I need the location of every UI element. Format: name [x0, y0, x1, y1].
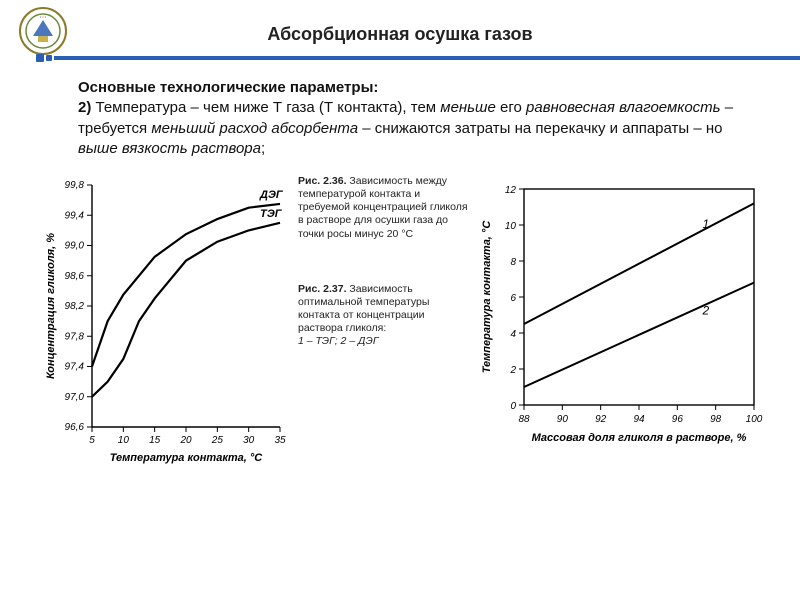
svg-text:99,8: 99,8	[65, 180, 85, 191]
svg-text:97,8: 97,8	[65, 331, 85, 342]
svg-text:Массовая доля гликоля в раство: Массовая доля гликоля в растворе, %	[532, 432, 747, 444]
body-paragraph: Основные технологические параметры: 2) Т…	[0, 60, 800, 169]
svg-text:30: 30	[243, 435, 255, 446]
svg-text:Температура контакта, °C: Температура контакта, °C	[110, 452, 264, 464]
svg-text:99,0: 99,0	[65, 241, 85, 252]
svg-text:10: 10	[118, 435, 130, 446]
svg-text:12: 12	[505, 185, 517, 196]
svg-text:96: 96	[672, 414, 684, 425]
svg-text:Концентрация гликоля, %: Концентрация гликоля, %	[45, 233, 57, 379]
svg-text:99,4: 99,4	[65, 210, 85, 221]
captions-column: Рис. 2.36. Зависимость между температуро…	[298, 175, 468, 348]
svg-text:2: 2	[702, 304, 710, 318]
svg-text:94: 94	[633, 414, 645, 425]
svg-text:ТЭГ: ТЭГ	[260, 208, 283, 220]
svg-text:35: 35	[274, 435, 286, 446]
svg-text:88: 88	[518, 414, 530, 425]
svg-text:90: 90	[557, 414, 569, 425]
svg-text:ДЭГ: ДЭГ	[259, 189, 284, 201]
caption-2: Рис. 2.37. Зависимость оптимальной темпе…	[298, 283, 468, 349]
svg-text:6: 6	[510, 293, 516, 304]
svg-text:Температура контакта, °C: Температура контакта, °C	[481, 220, 493, 374]
svg-text:10: 10	[505, 221, 517, 232]
svg-text:0: 0	[510, 401, 516, 412]
svg-text:98,2: 98,2	[65, 301, 85, 312]
svg-text:4: 4	[510, 329, 516, 340]
svg-text:• • •: • • •	[40, 14, 47, 19]
svg-text:98,6: 98,6	[65, 271, 85, 282]
svg-text:100: 100	[746, 414, 763, 425]
svg-text:97,4: 97,4	[65, 362, 85, 373]
lead-text: Основные технологические параметры:	[78, 79, 378, 96]
svg-text:5: 5	[89, 435, 95, 446]
svg-text:92: 92	[595, 414, 607, 425]
svg-text:8: 8	[510, 257, 516, 268]
header-divider	[0, 56, 800, 62]
svg-text:1: 1	[703, 217, 710, 231]
svg-text:96,6: 96,6	[65, 422, 85, 433]
svg-text:25: 25	[211, 435, 224, 446]
chart-1: 5 10 15 20 25 30 35 96,6 97,0 97,4 97,8 98,2 98,6 99,…	[40, 175, 290, 470]
chart-2: 889092949698100024681012Массовая доля гл…	[476, 175, 766, 450]
page-title: Абсорбционная осушка газов	[267, 24, 532, 45]
para-prefix: 2)	[78, 99, 96, 116]
caption-1: Рис. 2.36. Зависимость между температуро…	[298, 175, 468, 241]
svg-text:97,0: 97,0	[65, 392, 85, 403]
svg-text:98: 98	[710, 414, 722, 425]
svg-text:2: 2	[509, 365, 516, 376]
svg-text:15: 15	[149, 435, 161, 446]
svg-text:20: 20	[179, 435, 192, 446]
university-logo: • • •	[18, 6, 68, 56]
